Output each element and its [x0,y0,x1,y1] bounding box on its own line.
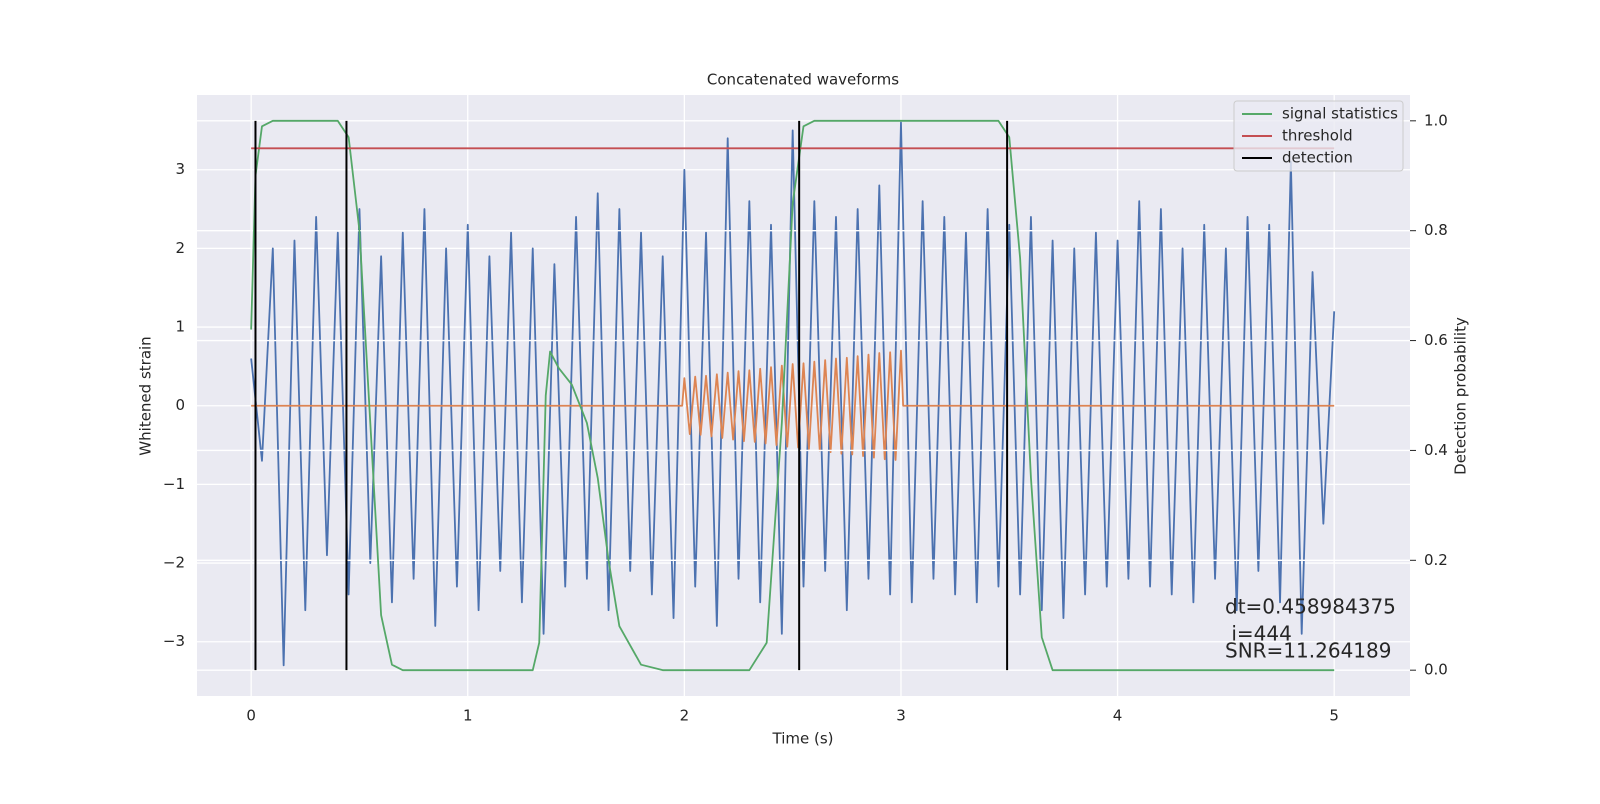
y-axis-label: Whitened strain [137,336,155,455]
y-tick-label: 0 [175,396,185,414]
legend-label: detection [1282,149,1353,167]
series-line [250,119,1335,672]
y2-tick-label: 0.2 [1424,551,1448,569]
y2-tick-label: 0.8 [1424,221,1448,239]
y-tick-label: 3 [175,160,185,178]
series-line [251,349,1335,461]
y2-tick-label: 0.6 [1424,331,1448,349]
legend-label: signal statistics [1282,105,1398,123]
annotation: SNR=11.264189 [1225,639,1391,663]
x-tick-label: 5 [1329,707,1339,725]
legend-label: threshold [1282,127,1353,145]
x-tick-label: 1 [463,707,473,725]
x-axis-label: Time (s) [772,730,834,748]
y2-tick-label: 0.0 [1424,661,1448,679]
y2-tick-label: 0.4 [1424,441,1448,459]
plot-background [197,95,1410,696]
annotation: dt=0.458984375 [1225,595,1396,619]
y-tick-label: 1 [175,318,185,336]
x-tick-label: 3 [896,707,906,725]
y2-tick-label: 1.0 [1424,111,1448,129]
series-line [250,121,1336,667]
x-tick-label: 0 [246,707,256,725]
y-tick-label: −3 [163,632,185,650]
x-tick-label: 2 [680,707,690,725]
legend-box [1233,100,1404,172]
y-tick-label: −1 [163,475,185,493]
annotation: i=444 [1225,622,1292,646]
chart-title: Concatenated waveforms [707,71,899,89]
y2-axis-label: Detection probability [1452,317,1470,475]
x-tick-label: 4 [1113,707,1123,725]
y-tick-label: −2 [163,554,185,572]
y-tick-label: 2 [175,239,185,257]
